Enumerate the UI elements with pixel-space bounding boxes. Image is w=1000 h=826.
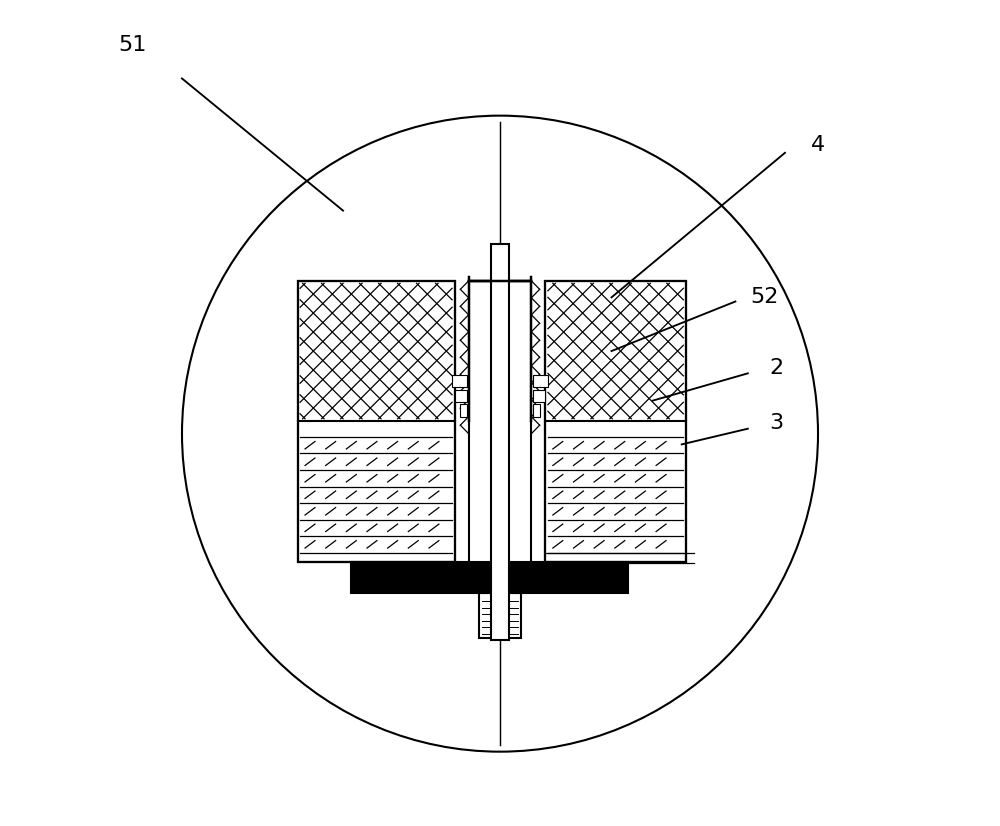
Text: 3: 3 [770, 413, 784, 433]
Bar [479, 593, 521, 638]
Bar [533, 405, 540, 417]
Text: 2: 2 [770, 358, 784, 377]
Bar [455, 390, 467, 402]
Bar [460, 405, 467, 417]
Bar [469, 281, 531, 434]
Bar [351, 562, 628, 593]
Bar [298, 421, 455, 562]
Bar [469, 417, 531, 562]
Bar [545, 281, 686, 562]
Bar [298, 281, 455, 562]
Bar [533, 375, 548, 387]
Bar [351, 562, 628, 593]
Text: 52: 52 [750, 287, 779, 307]
Bar [491, 244, 509, 640]
Text: 4: 4 [811, 135, 825, 154]
Bar [533, 390, 545, 402]
Text: 51: 51 [118, 36, 147, 55]
Bar [545, 281, 686, 421]
Bar [452, 375, 467, 387]
Bar [545, 421, 686, 562]
Bar [298, 281, 455, 421]
